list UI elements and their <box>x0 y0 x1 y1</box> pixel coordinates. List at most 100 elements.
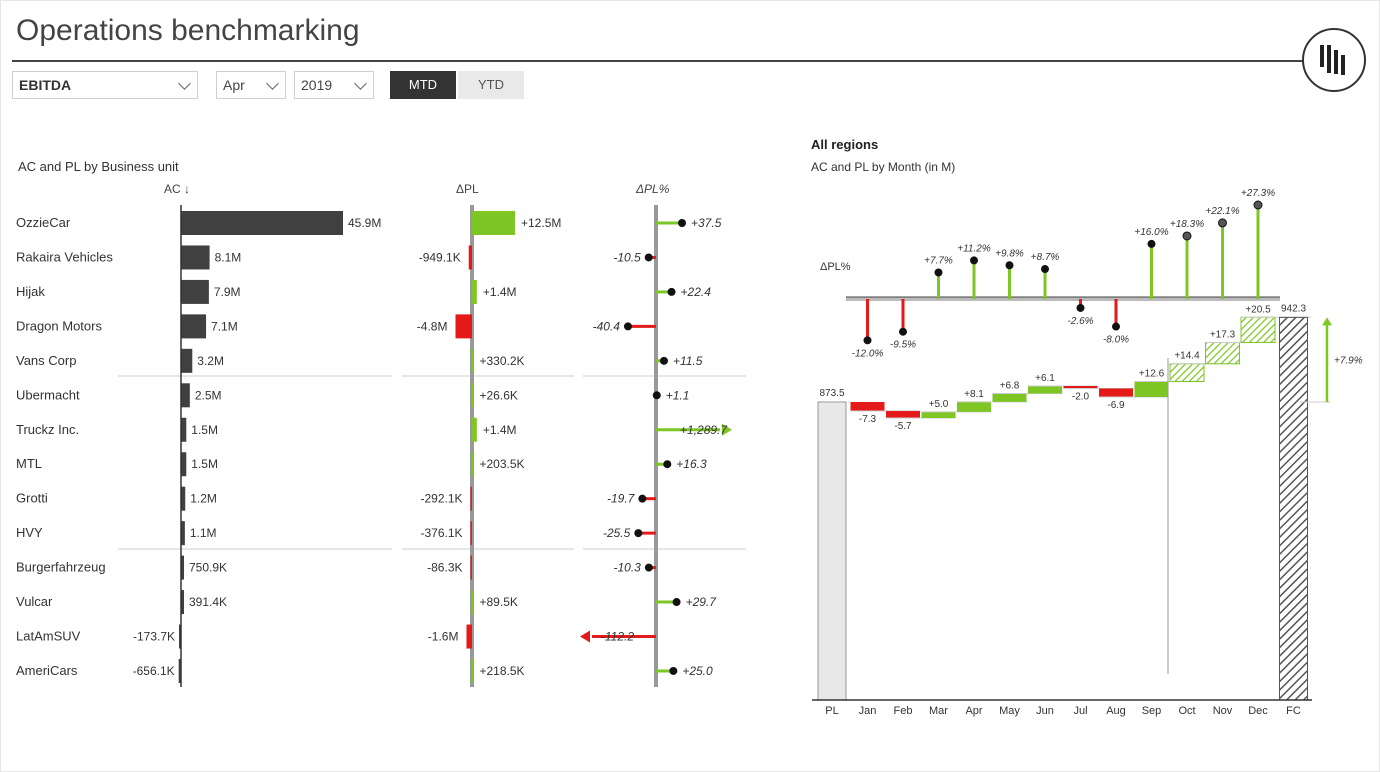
monthly-chart-title: AC and PL by Month (in M) <box>811 160 956 174</box>
ac-bar <box>181 555 184 580</box>
monthly-dplpct-dot <box>934 268 943 277</box>
dpl-value-label: +26.6K <box>480 388 518 402</box>
business-unit-label: Burgerfahrzeug <box>16 560 106 575</box>
monthly-dplpct-label: -2.6% <box>1067 316 1093 327</box>
waterfall-delta-bar <box>1028 386 1062 394</box>
mtd-toggle-button[interactable]: MTD <box>390 71 456 99</box>
ac-bar <box>181 452 187 477</box>
year-dropdown[interactable]: 2019 <box>294 71 374 99</box>
dplpct-dot <box>638 494 647 503</box>
monthly-dplpct-dot <box>1005 261 1014 270</box>
monthly-dplpct-label: +7.7% <box>924 255 953 266</box>
dpl-value-label: +203.5K <box>480 457 525 471</box>
dplpct-dot <box>667 287 676 296</box>
waterfall-delta-bar <box>1205 341 1240 365</box>
dplpct-dot <box>623 322 632 331</box>
ac-value-label: 8.1M <box>215 250 242 264</box>
waterfall-delta-label: +6.8 <box>1000 381 1020 392</box>
dpl-bar <box>472 279 477 304</box>
waterfall-delta-label: -6.9 <box>1107 400 1125 411</box>
ac-value-label: 3.2M <box>197 354 224 368</box>
monthly-dplpct-dot <box>1112 322 1120 331</box>
business-unit-label: Vulcar <box>16 594 53 609</box>
business-unit-label: Truckz Inc. <box>16 422 79 437</box>
dpl-value-label: -86.3K <box>427 561 462 575</box>
dplpct-value-label: +1.1 <box>666 388 690 402</box>
dplpct-dot <box>652 391 661 400</box>
ac-bar <box>181 590 184 615</box>
waterfall-delta-bar <box>921 411 956 418</box>
ac-value-label: -173.7K <box>133 630 175 644</box>
monthly-dplpct-label: -8.0% <box>1103 335 1129 346</box>
dplpct-value-label: +1,289.7 <box>680 423 728 437</box>
dpl-bar <box>472 211 515 235</box>
month-tick-label: Apr <box>965 705 982 717</box>
waterfall-delta-label: -2.0 <box>1072 391 1090 402</box>
monthly-dplpct-label: +9.8% <box>995 248 1024 259</box>
waterfall-delta-bar <box>1169 363 1205 382</box>
dplpct-dot <box>634 529 643 538</box>
month-tick-label: Mar <box>929 705 948 717</box>
measure-dropdown[interactable]: EBITDA <box>12 71 198 99</box>
ac-bar <box>181 211 343 235</box>
dpl-column-header: ΔPL <box>456 182 479 196</box>
month-tick-label: Feb <box>894 705 913 717</box>
waterfall-fc-bar <box>1279 316 1308 701</box>
dpl-bar <box>472 590 474 615</box>
ac-bar <box>181 486 186 511</box>
monthly-dplpct-label: -9.5% <box>890 340 916 351</box>
dpl-bar <box>468 245 472 270</box>
year-dropdown-value: 2019 <box>301 77 333 93</box>
ac-value-label: 1.2M <box>190 492 217 506</box>
ac-value-label: 1.5M <box>191 457 218 471</box>
total-change-label: +7.9% <box>1334 356 1363 367</box>
ac-value-label: 2.5M <box>195 388 222 402</box>
month-tick-label: Aug <box>1106 705 1126 717</box>
dplpct-value-label: +11.5 <box>673 354 703 368</box>
dplpct-axis <box>654 205 658 687</box>
business-unit-label: Vans Corp <box>16 353 76 368</box>
monthly-dplpct-dot <box>1182 231 1192 241</box>
ac-value-label: 45.9M <box>348 216 381 230</box>
dplpct-value-label: -10.3 <box>613 561 641 575</box>
ac-value-label: 1.1M <box>190 526 217 540</box>
dplpct-dot <box>669 666 678 675</box>
dplpct-dot <box>644 563 653 572</box>
dpl-value-label: +330.2K <box>480 354 525 368</box>
dpl-bar <box>466 624 472 649</box>
monthly-dplpct-label: +22.1% <box>1205 206 1239 217</box>
business-unit-label: MTL <box>16 456 42 471</box>
page-title: Operations benchmarking <box>16 14 360 47</box>
ytd-toggle-button[interactable]: YTD <box>458 71 524 99</box>
dplpct-value-label: +37.5 <box>691 216 722 230</box>
ac-bar <box>178 658 181 683</box>
monthly-dplpct-dot <box>1147 239 1156 248</box>
ac-value-label: 1.5M <box>191 423 218 437</box>
waterfall-delta-bar <box>1134 381 1169 397</box>
waterfall-delta-label: -7.3 <box>859 414 877 425</box>
monthly-dplpct-label: +18.3% <box>1170 219 1204 230</box>
month-tick-label: FC <box>1286 705 1301 717</box>
dpl-value-label: -4.8M <box>417 319 448 333</box>
ac-column-header[interactable]: AC ↓ <box>164 182 191 196</box>
dplpct-value-label: -112.2 <box>601 630 634 644</box>
monthly-dplpct-dot <box>1041 265 1049 274</box>
dpl-value-label: +1.4M <box>483 423 517 437</box>
ac-value-label: -656.1K <box>133 664 175 678</box>
waterfall-delta-label: +5.0 <box>929 399 949 410</box>
ac-value-label: 391.4K <box>189 595 227 609</box>
dplpct-dot <box>672 598 681 607</box>
dpl-bar <box>472 658 474 683</box>
dplpct-column-header: ΔPL% <box>636 182 670 196</box>
waterfall-delta-label: -5.7 <box>894 421 912 432</box>
business-unit-label: Dragon Motors <box>16 318 102 333</box>
monthly-dplpct-label: +8.7% <box>1031 252 1060 263</box>
month-dropdown[interactable]: Apr <box>216 71 286 99</box>
monthly-dplpct-dot <box>1253 200 1263 210</box>
month-tick-label: Jan <box>859 705 877 717</box>
month-tick-label: Dec <box>1248 705 1268 717</box>
ac-bar <box>181 383 190 408</box>
waterfall-delta-bar <box>1063 386 1098 389</box>
dpl-bar <box>472 417 477 442</box>
